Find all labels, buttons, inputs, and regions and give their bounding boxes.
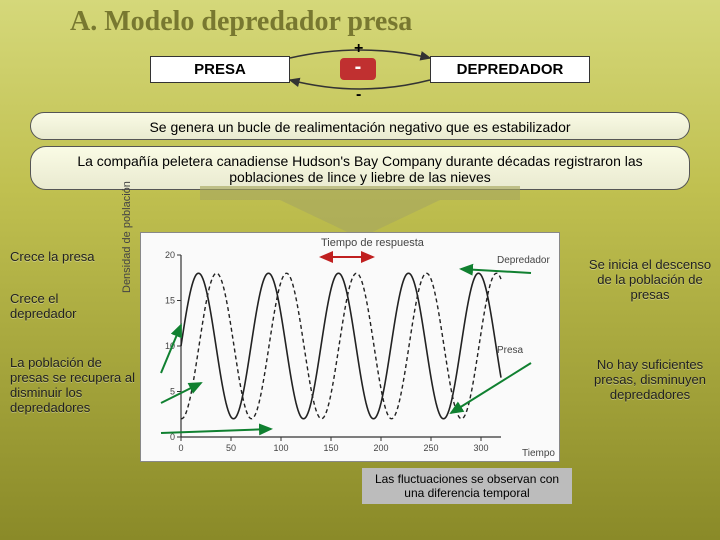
plus-sign: + [354, 40, 363, 58]
minus-sign: - [356, 86, 361, 104]
chart-ylabel: Densidad de población [121, 181, 133, 293]
chart-svg: 05010015020025030005101520DepredadorPres… [141, 233, 561, 463]
population-chart: Densidad de población Tiempo Tiempo de r… [140, 232, 560, 462]
loop-sign-box: - [340, 58, 376, 80]
svg-text:15: 15 [165, 296, 175, 306]
svg-text:Depredador: Depredador [497, 255, 550, 266]
page-title: A. Modelo depredador presa [70, 6, 412, 38]
chart-toplabel: Tiempo de respuesta [321, 237, 424, 249]
svg-text:300: 300 [473, 443, 488, 453]
feedback-loop: PRESA DEPREDADOR - + - [0, 44, 720, 106]
svg-text:150: 150 [323, 443, 338, 453]
presa-box: PRESA [150, 56, 290, 83]
svg-text:250: 250 [423, 443, 438, 453]
svg-text:20: 20 [165, 250, 175, 260]
annot-crece-presa: Crece la presa [10, 250, 120, 265]
annot-crece-depredador: Crece el depredador [10, 292, 120, 322]
annot-recupera: La población de presas se recupera al di… [10, 356, 136, 416]
annot-descenso: Se inicia el descenso de la población de… [586, 258, 714, 303]
svg-text:5: 5 [170, 387, 175, 397]
depredador-box: DEPREDADOR [430, 56, 590, 83]
banner-feedback: Se genera un bucle de realimentación neg… [30, 112, 690, 140]
chart-xlabel: Tiempo [522, 448, 555, 459]
svg-text:100: 100 [273, 443, 288, 453]
chart-caption: Las fluctuaciones se observan con una di… [362, 468, 572, 504]
svg-text:200: 200 [373, 443, 388, 453]
annot-disminuyen: No hay suficientes presas, disminuyen de… [586, 358, 714, 403]
svg-text:50: 50 [226, 443, 236, 453]
svg-text:Presa: Presa [497, 345, 524, 356]
svg-text:0: 0 [178, 443, 183, 453]
